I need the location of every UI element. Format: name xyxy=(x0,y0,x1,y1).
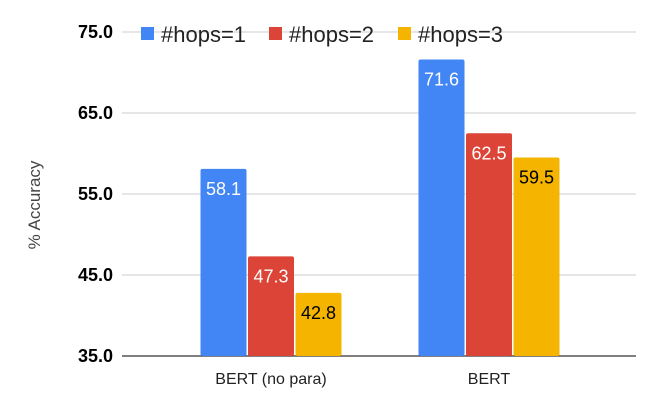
bar xyxy=(200,168,247,356)
legend: #hops=1 #hops=2 #hops=3 xyxy=(141,22,503,47)
bar-value-label: 71.6 xyxy=(424,70,459,90)
y-tick-label: 75.0 xyxy=(78,22,113,42)
bar xyxy=(295,292,342,356)
bar-value-label: 58.1 xyxy=(206,179,241,199)
x-category-label: BERT (no para) xyxy=(215,371,326,388)
bar-value-label: 47.3 xyxy=(253,266,288,286)
bar-value-label: 62.5 xyxy=(471,143,506,163)
bar xyxy=(466,133,512,356)
legend-label: #hops=1 xyxy=(161,22,246,47)
bar-value-label: 42.8 xyxy=(301,303,336,323)
legend-label: #hops=3 xyxy=(418,22,503,47)
x-axis-categories: BERT (no para) BERT xyxy=(215,371,510,388)
y-axis-ticks: 35.0 45.0 55.0 65.0 75.0 xyxy=(78,22,113,366)
bar xyxy=(418,59,465,356)
legend-swatch xyxy=(141,27,154,40)
y-tick-label: 35.0 xyxy=(78,346,113,366)
bar xyxy=(248,256,294,356)
legend-swatch xyxy=(269,27,282,40)
legend-label: #hops=2 xyxy=(289,22,374,47)
legend-swatch xyxy=(398,27,411,40)
y-axis-label: % Accuracy xyxy=(25,160,44,249)
y-tick-label: 45.0 xyxy=(78,265,113,285)
y-tick-label: 65.0 xyxy=(78,103,113,123)
bars: 58.1 47.3 42.8 71.6 62.5 59.5 xyxy=(200,59,560,356)
y-tick-label: 55.0 xyxy=(78,184,113,204)
x-category-label: BERT xyxy=(468,371,511,388)
bar xyxy=(513,157,560,356)
bar-value-label: 59.5 xyxy=(519,168,554,188)
